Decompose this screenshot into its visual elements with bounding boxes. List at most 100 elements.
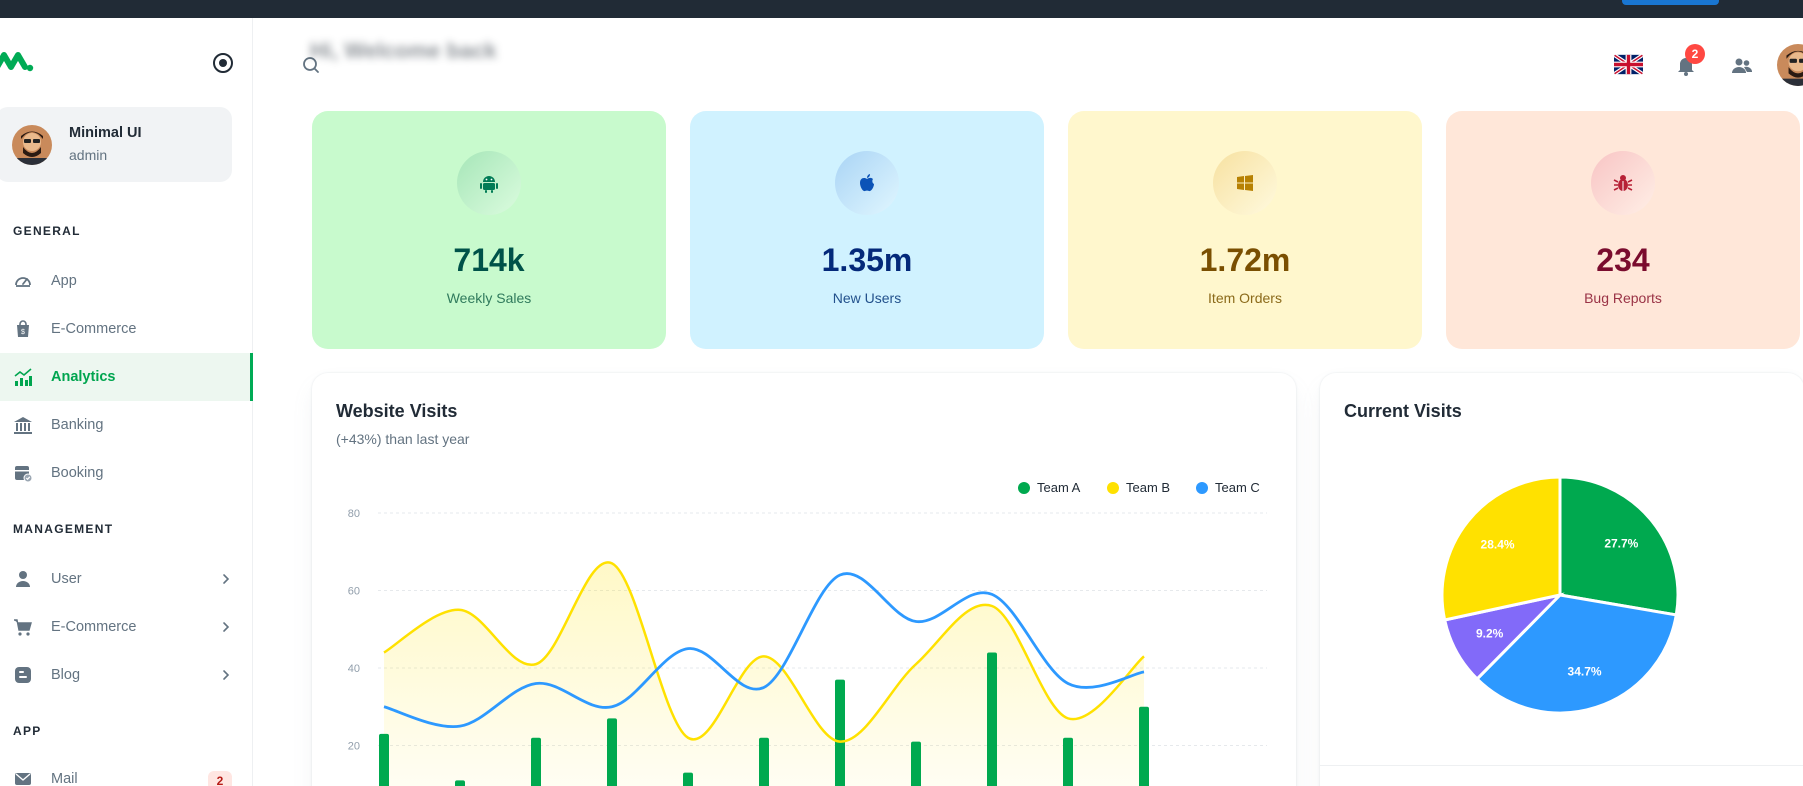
sidebar-item-label: E-Commerce: [51, 619, 137, 635]
stat-icon-circle: [457, 151, 521, 215]
shopping-bag-icon: $: [17, 320, 29, 337]
sidebar-item-label: Analytics: [51, 369, 116, 385]
website-visits-chart: 20 40 60 80: [348, 508, 1267, 786]
legend-label: Team A: [1037, 480, 1081, 495]
stat-icon-circle: [1213, 151, 1277, 215]
stat-value: 234: [1596, 242, 1650, 278]
svg-text:$: $: [21, 329, 25, 336]
sidebar-item-ecommerce[interactable]: $ E-Commerce: [0, 305, 253, 353]
sidebar-collapse-toggle[interactable]: [213, 53, 233, 73]
sidebar-item-label: User: [51, 571, 82, 587]
team-a-bar: [607, 718, 617, 786]
dashboard-icon: [15, 277, 31, 287]
section-title-app: APP: [13, 724, 42, 738]
account-role: admin: [69, 147, 108, 163]
team-a-bar: [531, 737, 541, 786]
stat-card-weekly-sales: 714k Weekly Sales: [312, 111, 666, 349]
sidebar-item-user[interactable]: User: [0, 555, 253, 603]
team-a-bar: [683, 772, 693, 786]
sidebar-item-label: Booking: [51, 465, 104, 481]
team-a-bar: [911, 741, 921, 786]
apple-icon: [860, 174, 874, 192]
search-icon[interactable]: [301, 55, 321, 75]
stat-icon-circle: [835, 151, 899, 215]
legend-dot: [1018, 482, 1030, 494]
android-icon: [480, 176, 498, 193]
avatar: [12, 125, 52, 165]
contacts-icon[interactable]: [1731, 55, 1753, 77]
y-tick-label: 40: [348, 663, 360, 675]
top-strip: [0, 0, 1803, 18]
current-visits-card: Current Visits 27.7% 34.7% 9.2% 28.4%: [1320, 373, 1803, 786]
team-a-bar: [987, 652, 997, 786]
sidebar-item-ecommerce-management[interactable]: E-Commerce: [0, 603, 253, 651]
pie-slice[interactable]: [1558, 475, 1680, 617]
mail-icon: [15, 773, 31, 785]
stat-card-new-users: 1.35m New Users: [690, 111, 1044, 349]
account-name: Minimal UI: [69, 125, 142, 141]
notification-badge: 2: [1685, 44, 1705, 64]
pie-slice-label: 9.2%: [1476, 627, 1504, 641]
account-card[interactable]: Minimal UI admin: [0, 107, 232, 182]
stat-label: Weekly Sales: [446, 290, 532, 306]
logo[interactable]: [0, 51, 36, 73]
section-title-general: GENERAL: [13, 224, 81, 238]
card-subtitle: (+43%) than last year: [336, 431, 470, 447]
stat-label: Bug Reports: [1584, 290, 1662, 306]
card-title: Current Visits: [1344, 401, 1462, 421]
team-a-bar: [455, 780, 465, 786]
pie-slice[interactable]: [1440, 475, 1562, 622]
divider: [1320, 765, 1803, 766]
pie-slice[interactable]: [1474, 593, 1679, 715]
avatar[interactable]: [1777, 44, 1803, 86]
team-b-line: [383, 561, 1145, 743]
section-title-management: MANAGEMENT: [13, 522, 114, 536]
team-a-bar: [1139, 706, 1149, 786]
chevron-right-icon: [223, 622, 230, 632]
team-b-area: [384, 562, 1144, 786]
blog-icon: [15, 667, 31, 683]
pie-slice-label: 27.7%: [1604, 536, 1638, 550]
y-tick-label: 20: [348, 741, 360, 753]
sidebar-item-label: Blog: [51, 667, 81, 683]
bug-icon: [1613, 175, 1633, 191]
stat-value: 1.35m: [821, 242, 913, 278]
current-visits-pie-chart: 27.7% 34.7% 9.2% 28.4%: [1440, 475, 1680, 715]
website-visits-card: Website Visits (+43%) than last year Tea…: [312, 373, 1296, 786]
y-tick-label: 60: [348, 586, 360, 598]
sidebar-item-app[interactable]: App: [0, 257, 253, 305]
language-flag-icon[interactable]: [1614, 54, 1643, 75]
analytics-icon: [14, 368, 32, 386]
bank-icon: [14, 417, 32, 434]
cart-icon: [14, 619, 32, 636]
sidebar-item-blog[interactable]: Blog: [0, 651, 253, 699]
legend-dot: [1107, 482, 1119, 494]
sidebar: Minimal UI admin GENERAL App $ E-Commerc…: [0, 18, 253, 786]
team-a-bar: [1063, 737, 1073, 786]
chevron-right-icon: [223, 670, 230, 680]
legend-label: Team B: [1126, 480, 1171, 495]
sidebar-item-label: E-Commerce: [51, 321, 137, 337]
team-a-bar: [379, 733, 389, 786]
legend-label: Team C: [1215, 480, 1260, 495]
user-icon: [16, 571, 30, 587]
stat-card-item-orders: 1.72m Item Orders: [1068, 111, 1422, 349]
card-title: Website Visits: [336, 401, 458, 421]
sidebar-item-booking[interactable]: Booking: [0, 449, 253, 497]
legend-dot: [1196, 482, 1208, 494]
pie-slice-label: 28.4%: [1481, 538, 1515, 552]
top-strip-button[interactable]: [1622, 0, 1719, 5]
chevron-right-icon: [223, 574, 230, 584]
sidebar-item-banking[interactable]: Banking: [0, 401, 253, 449]
y-tick-label: 80: [348, 508, 360, 520]
stat-card-bug-reports: 234 Bug Reports: [1446, 111, 1800, 349]
calendar-icon: [15, 466, 33, 483]
stat-value: 714k: [453, 242, 525, 278]
stat-icon-circle: [1591, 151, 1655, 215]
sidebar-item-mail[interactable]: Mail 2: [0, 755, 253, 786]
sidebar-item-label: Banking: [51, 417, 104, 433]
sidebar-item-label: Mail: [51, 771, 78, 786]
sidebar-item-label: App: [51, 273, 77, 289]
pie-slice-label: 34.7%: [1568, 664, 1602, 678]
sidebar-item-analytics[interactable]: Analytics: [0, 353, 253, 401]
